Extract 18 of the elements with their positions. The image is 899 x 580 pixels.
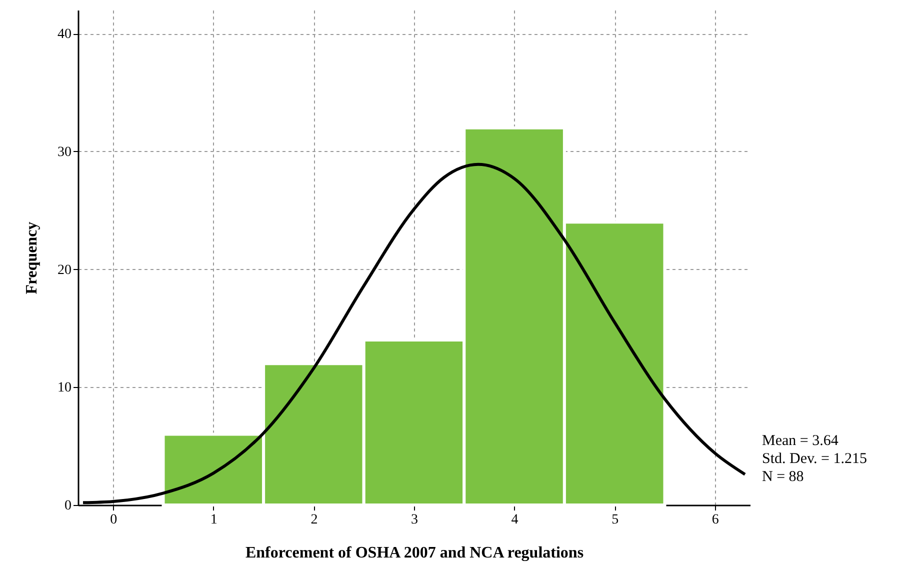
x-tick-label: 5: [612, 512, 619, 528]
x-axis-title: Enforcement of OSHA 2007 and NCA regulations: [245, 544, 584, 562]
y-tick-label: 20: [58, 262, 72, 278]
text: Std. Dev. = 1.215: [762, 451, 867, 467]
x-tick-label: 1: [210, 512, 218, 528]
x-tick-label: 0: [110, 512, 118, 528]
x-tick-label: 3: [411, 512, 418, 528]
line-series: [82, 162, 746, 504]
x-tick-label: 4: [511, 512, 518, 528]
y-tick-label: 30: [58, 144, 72, 160]
y-tick-label: 0: [64, 498, 72, 514]
y-axis-title: Frequency: [24, 222, 40, 294]
x-tick-label: 6: [712, 512, 719, 528]
y-tick-label: 10: [58, 380, 72, 396]
x-tick-label: 2: [310, 512, 318, 528]
y-tick-label: 40: [58, 27, 72, 42]
text: Mean = 3.64: [762, 433, 839, 449]
text: N = 88: [762, 469, 804, 485]
